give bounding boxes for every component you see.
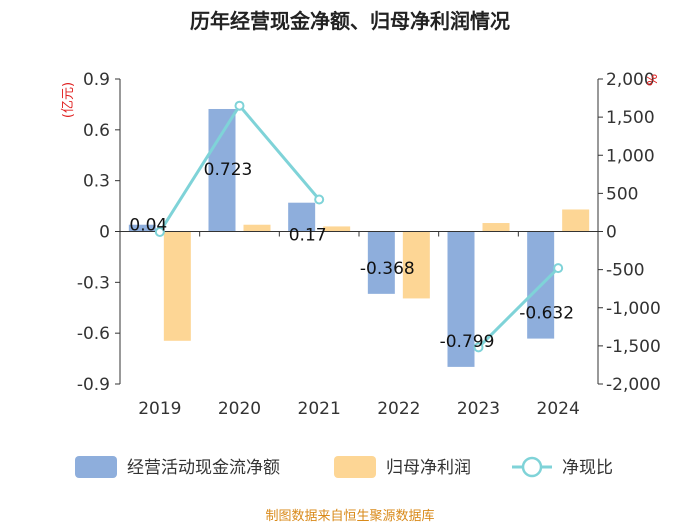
- x-tick-label: 2021: [298, 399, 341, 419]
- legend: 经营活动现金流净额 归母净利润 净现比: [75, 456, 613, 478]
- left-tick-label: -0.9: [77, 375, 110, 395]
- right-tick-label: -500: [606, 261, 645, 281]
- x-tick-label: 2023: [457, 399, 500, 419]
- right-tick-label: -1,500: [606, 337, 661, 357]
- legend-swatch-profit: [334, 456, 376, 478]
- legend-label-profit: 归母净利润: [386, 458, 471, 478]
- ratio-line-segment: [477, 267, 560, 349]
- data-label: 0.723: [204, 160, 253, 180]
- profit-bar: [562, 209, 590, 232]
- right-tick-label: -1,000: [606, 299, 661, 319]
- right-axis-unit: %: [646, 74, 661, 86]
- profit-bar: [323, 226, 351, 232]
- left-tick-label: -0.3: [77, 273, 110, 293]
- data-label: 0.04: [129, 216, 167, 236]
- x-tick-label: 2022: [377, 399, 420, 419]
- right-tick-label: 0: [606, 223, 617, 243]
- data-label: -0.368: [360, 259, 415, 279]
- data-label: -0.799: [440, 332, 495, 352]
- legend-swatch-cashflow: [75, 456, 117, 478]
- left-tick-label: -0.6: [77, 324, 110, 344]
- bars: [128, 108, 590, 367]
- ratio-point: [473, 342, 484, 353]
- source-note: 制图数据来自恒生聚源数据库: [265, 508, 434, 524]
- profit-bar: [482, 223, 510, 232]
- cashflow-bar: [288, 202, 316, 232]
- left-tick-label: 0.3: [83, 172, 110, 192]
- ratio-point: [553, 263, 564, 274]
- cashflow-bar: [367, 231, 395, 294]
- right-tick-label: -2,000: [606, 375, 661, 395]
- data-labels: 0.04 0.723 0.17 -0.368 -0.799 -0.632: [129, 160, 574, 352]
- cashflow-bar: [208, 108, 236, 232]
- right-tick-label: 1,500: [606, 108, 655, 128]
- cashflow-bar: [128, 224, 156, 232]
- left-tick-label: 0: [99, 223, 110, 243]
- chart-title: 历年经营现金净额、归母净利润情况: [190, 9, 510, 33]
- left-tick-label: 0.6: [83, 121, 110, 141]
- data-label: 0.17: [289, 226, 327, 246]
- legend-marker-ratio: [521, 456, 543, 478]
- data-label: -0.632: [519, 304, 574, 324]
- right-tick-label: 500: [606, 184, 638, 204]
- x-tick-label: 2024: [537, 399, 580, 419]
- right-tick-label: 1,000: [606, 146, 655, 166]
- legend-label-ratio: 净现比: [562, 458, 613, 478]
- profit-bar: [163, 231, 191, 341]
- x-tick-label: 2020: [218, 399, 261, 419]
- left-axis-unit: (亿元): [61, 82, 76, 118]
- ratio-point: [154, 226, 165, 237]
- legend-label-cashflow: 经营活动现金流净额: [127, 458, 280, 478]
- left-tick-label: 0.9: [83, 70, 110, 90]
- ratio-point: [234, 100, 245, 111]
- right-tick-label: 2,000: [606, 70, 655, 90]
- profit-bar: [243, 224, 271, 232]
- x-tick-label: 2019: [138, 399, 181, 419]
- cashflow-bar: [447, 231, 475, 367]
- ratio-line: [154, 100, 564, 353]
- axes: 0.9 0.6 0.3 0 -0.3 -0.6 -0.9 2,000 1,500 1,000 500…: [77, 70, 661, 419]
- ratio-point: [314, 194, 325, 205]
- profit-bar: [402, 231, 430, 299]
